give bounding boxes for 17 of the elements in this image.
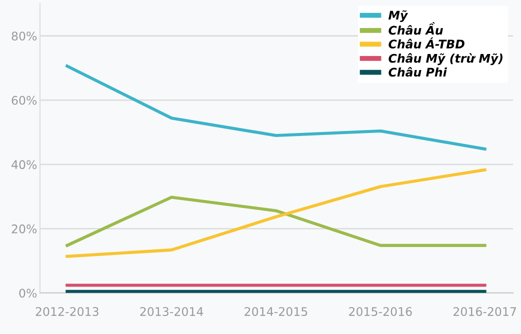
legend-label: Châu Phi xyxy=(388,67,448,77)
y-tick-label: 40% xyxy=(12,160,37,170)
line-series xyxy=(66,64,486,151)
y-tick-label: 20% xyxy=(12,224,37,234)
line-series xyxy=(66,168,486,258)
legend-label: Châu Á-TBD xyxy=(388,37,464,49)
x-tick-label: 2014-2015 xyxy=(244,307,308,316)
x-tick-label: 2016-2017 xyxy=(454,307,516,316)
x-tick-label: 2015-2016 xyxy=(349,307,412,316)
x-tick-label: 2012-2013 xyxy=(36,307,98,316)
y-tick-label: 80% xyxy=(12,32,37,41)
legend-label: Châu Ầu xyxy=(388,22,443,35)
legend-label: Mỹ xyxy=(388,10,408,22)
legend-label: Châu Mỹ (trừ Mỹ) xyxy=(388,53,502,66)
y-tick-label: 60% xyxy=(12,96,37,105)
x-tick-label: 2013-2014 xyxy=(140,307,204,316)
y-tick-label: 0% xyxy=(19,288,37,298)
